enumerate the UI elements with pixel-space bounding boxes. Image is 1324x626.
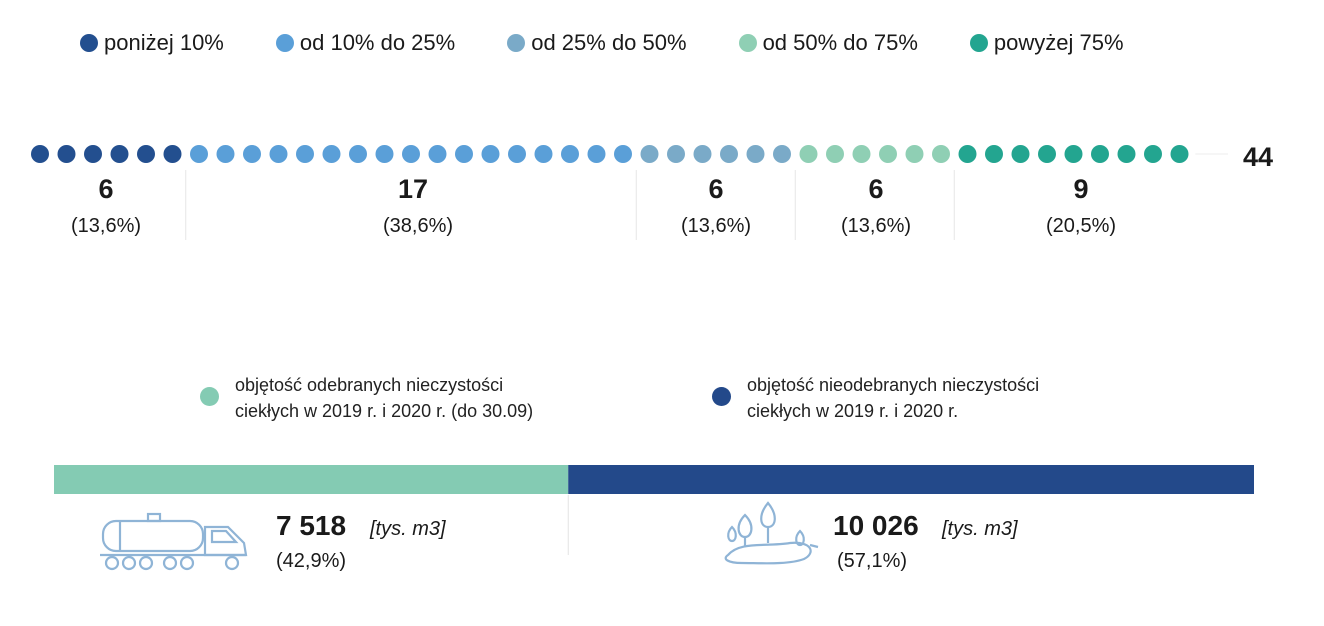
legend-dot-not-received (712, 387, 731, 406)
legend-label: od 10% do 25% (299, 30, 456, 55)
group-count-5: 9 (1073, 174, 1088, 204)
dots-layer (31, 145, 1189, 163)
dot-group-3 (720, 145, 738, 163)
dot-group-2 (296, 145, 314, 163)
dot-group-2 (455, 145, 473, 163)
dot-group-2 (322, 145, 341, 163)
puddle-trees-icon (724, 501, 819, 565)
dot-chart: 6 17 6 6 9 (13,6%) (38,6%) (13,6%) (13,6… (31, 142, 1273, 240)
dot-group-5 (1091, 145, 1109, 163)
dot-group-5 (1038, 145, 1056, 163)
legend-item-10-25: od 10% do 25% (275, 30, 456, 56)
bar-not-received (568, 465, 1254, 494)
dot-group-4 (905, 145, 924, 163)
legend-item-above-75: powyżej 75% (969, 30, 1124, 56)
tanker-truck-icon (100, 512, 248, 571)
dot-group-3 (746, 145, 765, 163)
legend-received-line2: ciekłych w 2019 r. i 2020 r. (do 30.09) (235, 401, 534, 421)
dot-group-2 (534, 145, 553, 163)
not-received-percent: (57,1%) (837, 550, 907, 572)
legend-item-50-75: od 50% do 75% (738, 30, 918, 56)
group-count-1: 6 (98, 174, 113, 204)
legend-received-text: objętość odebranych nieczystości ciekłyc… (235, 372, 595, 424)
dot-group-2 (561, 145, 579, 163)
dot-group-3 (773, 145, 791, 163)
legend-dot (275, 34, 294, 52)
dot-group-1 (31, 145, 49, 163)
dot-group-5 (1064, 145, 1083, 163)
dot-group-2 (481, 145, 500, 163)
legend-received-line1: objętość odebranych nieczystości (235, 375, 504, 395)
dot-group-2 (349, 145, 367, 163)
group-percent-1: (13,6%) (71, 215, 141, 237)
volume-bar-chart: 7 518 [tys. m3] (42,9%) 10 026 [tys. m3]… (54, 465, 1254, 572)
dot-group-4 (879, 145, 897, 163)
dot-group-2 (587, 145, 606, 163)
group-count-3: 6 (708, 174, 723, 204)
legend-dot (969, 34, 988, 52)
dot-group-4 (852, 145, 871, 163)
dot-group-4 (799, 145, 818, 163)
group-count-4: 6 (868, 174, 883, 204)
bar-received (54, 465, 569, 494)
legend-dot (507, 34, 526, 52)
group-percent-4: (13,6%) (841, 215, 911, 237)
dot-group-5 (1144, 145, 1162, 163)
received-value: 7 518 (276, 510, 346, 541)
legend-received: objętość odebranych nieczystości ciekłyc… (200, 372, 595, 424)
dot-group-2 (269, 145, 288, 163)
dot-group-5 (1117, 145, 1136, 163)
legend-dot-received (200, 387, 219, 406)
dot-group-1 (84, 145, 102, 163)
dot-group-3 (640, 145, 659, 163)
dot-group-2 (375, 145, 394, 163)
legend-item-25-50: od 25% do 50% (507, 30, 687, 56)
group-percent-3: (13,6%) (681, 215, 751, 237)
legend-dot (738, 34, 757, 52)
not-received-value: 10 026 (833, 510, 919, 541)
legend-not-received: objętość nieodebranych nieczystości ciek… (712, 372, 1107, 424)
dot-group-1 (163, 145, 182, 163)
dot-group-1 (110, 145, 129, 163)
not-received-unit: [tys. m3] (941, 518, 1018, 540)
dot-group-5 (1011, 145, 1030, 163)
total-count: 44 (1243, 142, 1273, 172)
dot-group-5 (1170, 145, 1189, 163)
dot-group-2 (428, 145, 447, 163)
legend-label: poniżej 10% (104, 30, 224, 55)
legend-not-received-text: objętość nieodebranych nieczystości ciek… (747, 372, 1107, 424)
dot-group-3 (693, 145, 712, 163)
group-percent-2: (38,6%) (383, 215, 453, 237)
dot-group-2 (216, 145, 235, 163)
dot-group-4 (932, 145, 950, 163)
dot-group-2 (243, 145, 261, 163)
legend-label: od 25% do 50% (531, 30, 687, 55)
group-percent-5: (20,5%) (1046, 215, 1116, 237)
legend-label: od 50% do 75% (762, 30, 918, 55)
dot-group-1 (137, 145, 155, 163)
legend-item-below-10: poniżej 10% (80, 30, 224, 56)
legend: poniżej 10% od 10% do 25% od 25% do 50% … (80, 28, 1124, 58)
group-dividers (185, 153, 1228, 240)
legend-not-received-line2: ciekłych w 2019 r. i 2020 r. (747, 401, 959, 421)
dot-group-4 (826, 145, 844, 163)
dot-group-1 (57, 145, 76, 163)
dot-group-5 (958, 145, 977, 163)
dot-group-3 (667, 145, 685, 163)
legend-dot (80, 34, 98, 52)
received-percent: (42,9%) (276, 550, 346, 572)
dot-group-2 (614, 145, 632, 163)
legend-label: powyżej 75% (993, 30, 1124, 55)
dot-group-2 (402, 145, 420, 163)
dot-group-2 (508, 145, 526, 163)
legend-not-received-line1: objętość nieodebranych nieczystości (747, 375, 1040, 395)
dot-group-2 (190, 145, 208, 163)
dot-group-5 (985, 145, 1003, 163)
group-count-2: 17 (398, 174, 428, 204)
received-unit: [tys. m3] (369, 518, 446, 540)
